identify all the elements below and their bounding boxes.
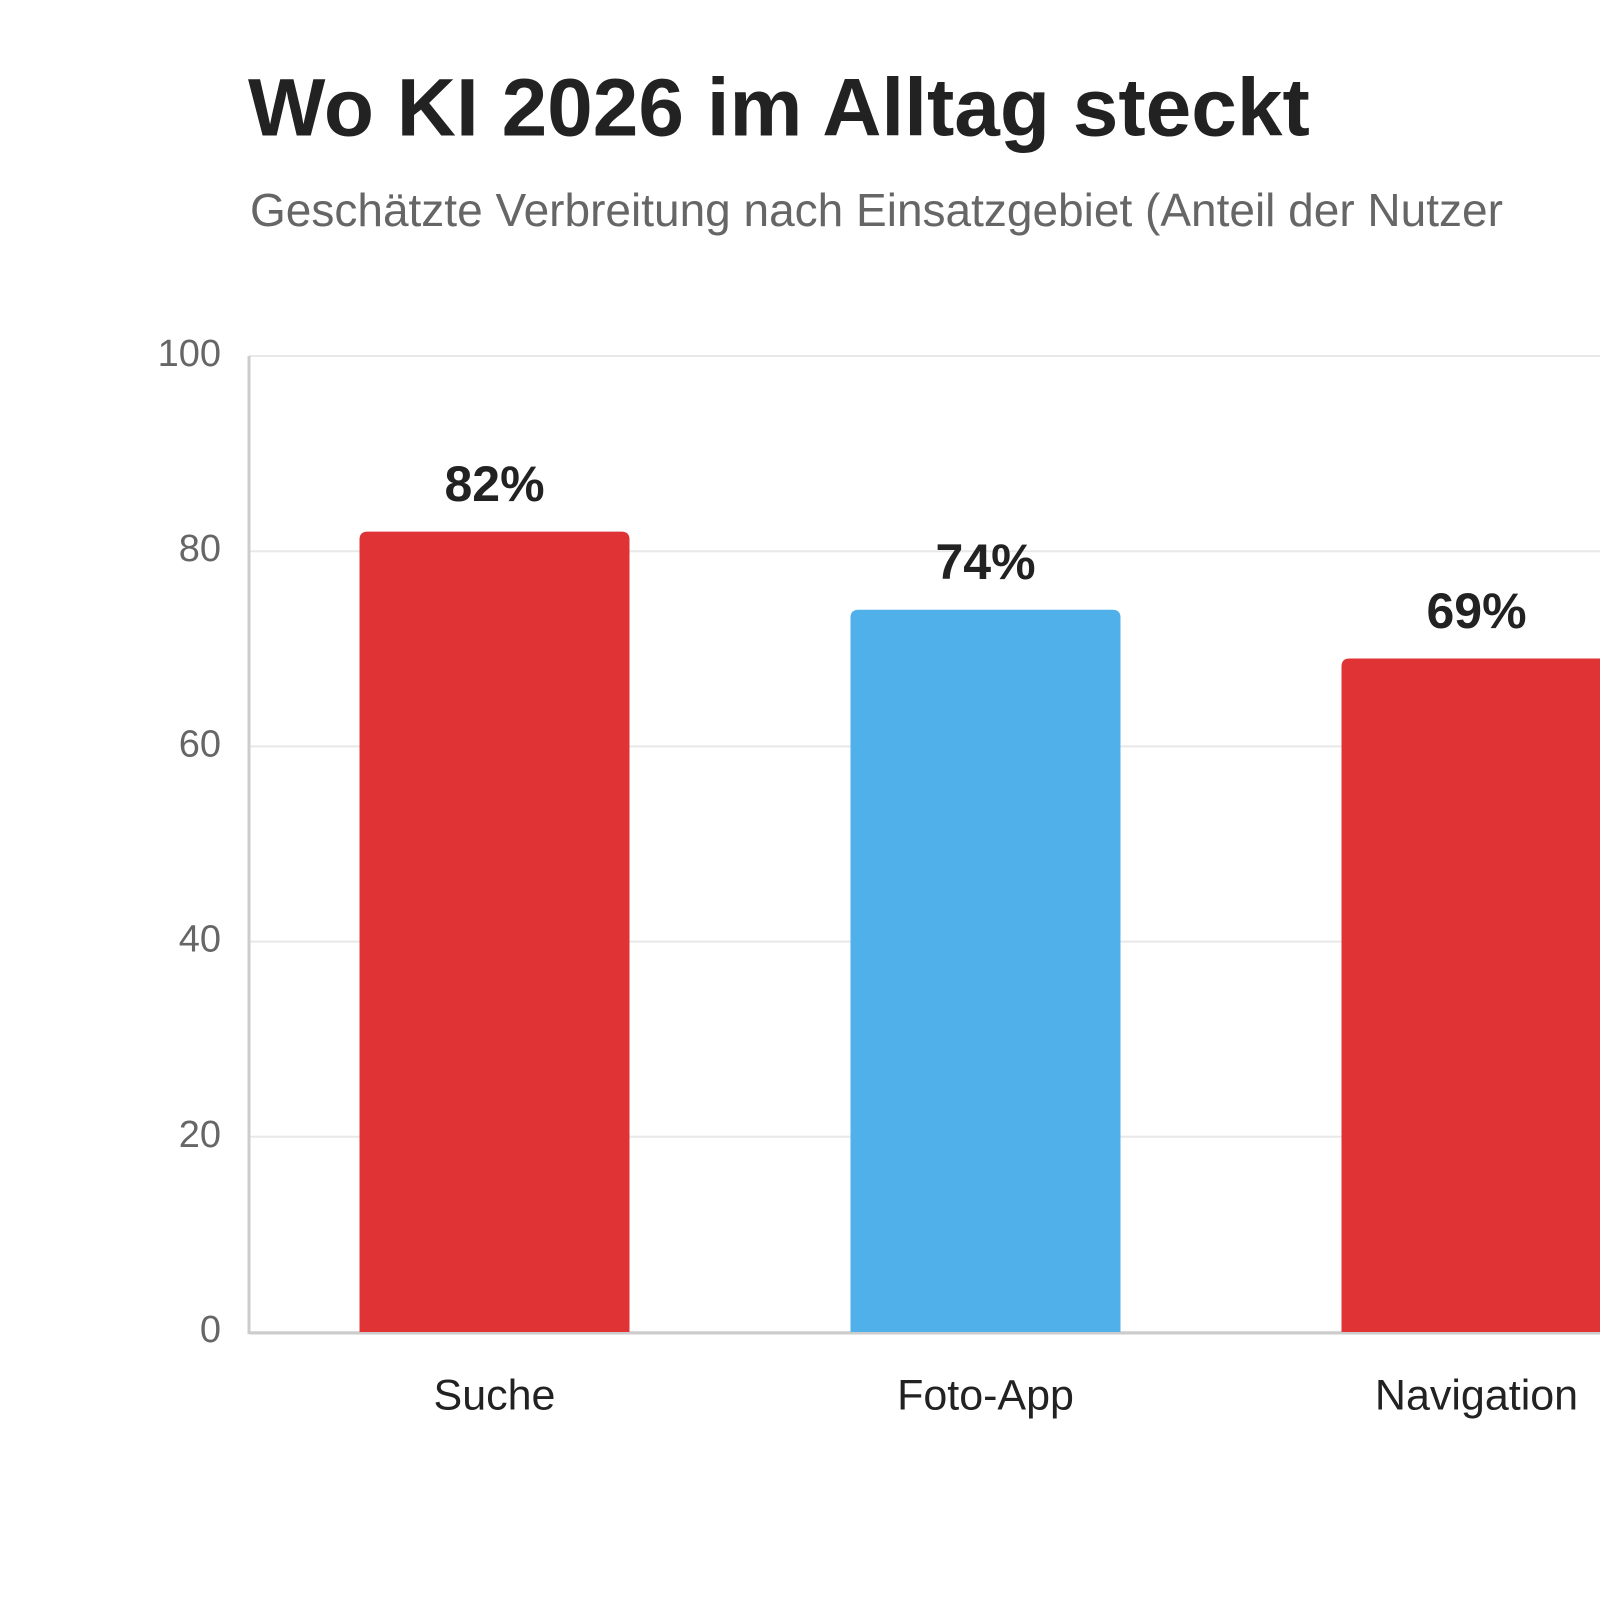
- bar: [1341, 658, 1600, 1332]
- y-tick-label: 20: [179, 1114, 221, 1156]
- y-tick-label: 80: [179, 528, 221, 570]
- y-tick-label: 100: [158, 333, 221, 375]
- value-label: 69%: [1426, 583, 1526, 639]
- y-tick-label: 60: [179, 723, 221, 765]
- bar: [359, 531, 630, 1332]
- x-tick-label: Navigation: [1375, 1371, 1578, 1419]
- y-tick-label: 40: [179, 919, 221, 961]
- x-tick-label: Foto-App: [897, 1371, 1074, 1419]
- bar: [850, 609, 1121, 1332]
- value-label: 82%: [444, 456, 544, 512]
- chart-title: Wo KI 2026 im Alltag steckt: [248, 63, 1310, 154]
- chart-subtitle: Geschätzte Verbreitung nach Einsatzgebie…: [250, 184, 1503, 236]
- x-tick-label: Suche: [434, 1371, 556, 1419]
- value-label: 74%: [935, 534, 1035, 590]
- y-tick-label: 0: [200, 1309, 221, 1351]
